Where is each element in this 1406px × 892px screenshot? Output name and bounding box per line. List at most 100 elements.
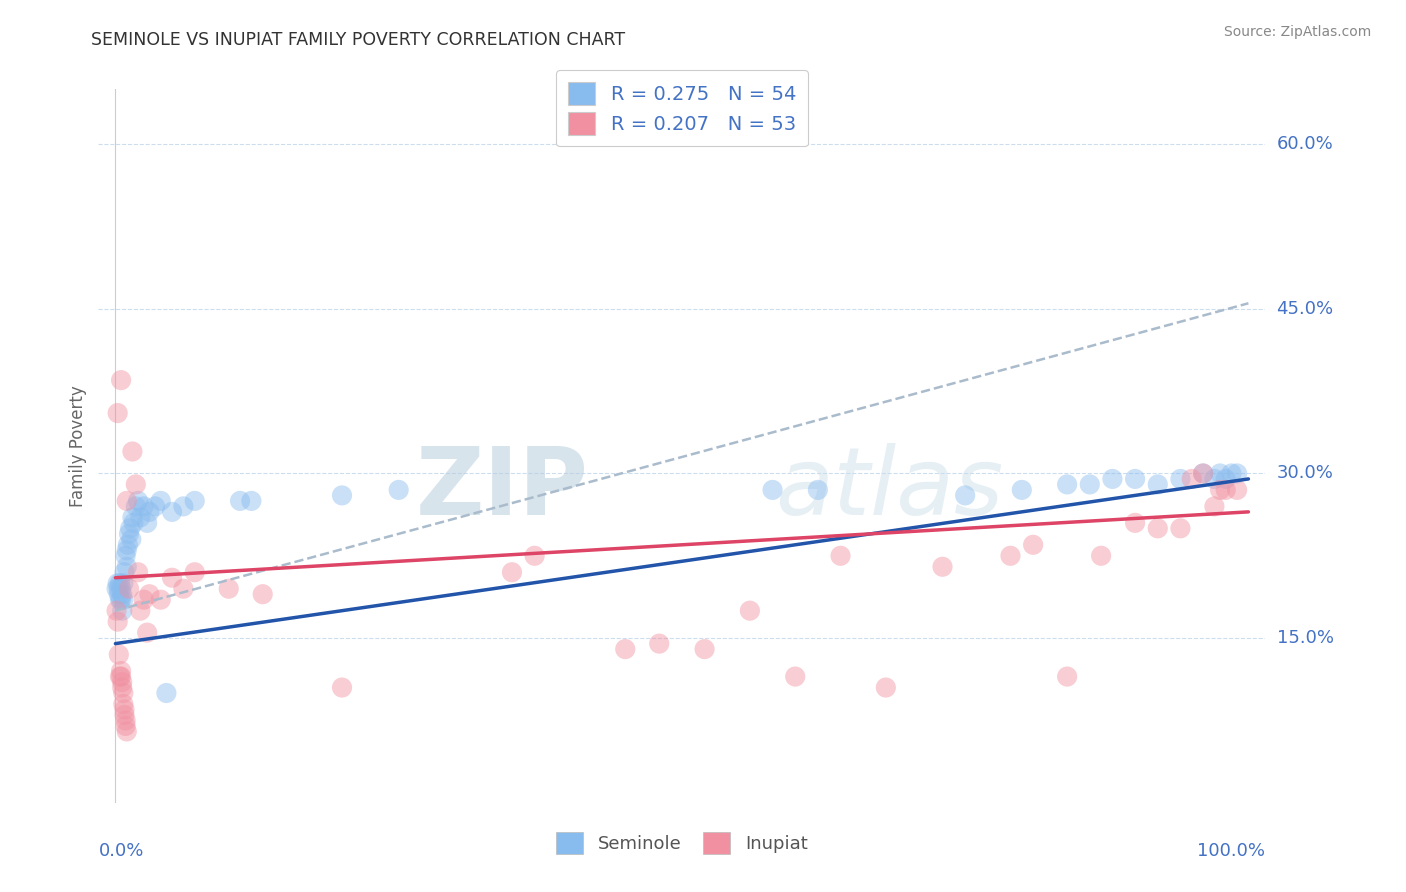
- Text: SEMINOLE VS INUPIAT FAMILY POVERTY CORRELATION CHART: SEMINOLE VS INUPIAT FAMILY POVERTY CORRE…: [91, 31, 626, 49]
- Point: [172, 582, 194, 596]
- Point: [114, 549, 136, 563]
- Point: [614, 642, 637, 657]
- Point: [1000, 549, 1022, 563]
- Point: [132, 592, 155, 607]
- Point: [120, 521, 142, 535]
- Point: [1209, 467, 1232, 481]
- Point: [1123, 516, 1146, 530]
- Point: [1209, 483, 1232, 497]
- Text: 0.0%: 0.0%: [98, 842, 143, 860]
- Point: [501, 566, 523, 580]
- Point: [1192, 467, 1215, 481]
- Point: [252, 587, 274, 601]
- Point: [523, 549, 546, 563]
- Point: [127, 494, 149, 508]
- Point: [1056, 477, 1078, 491]
- Point: [105, 604, 128, 618]
- Point: [110, 373, 132, 387]
- Text: 15.0%: 15.0%: [1277, 629, 1333, 647]
- Point: [149, 494, 172, 508]
- Point: [693, 642, 716, 657]
- Point: [229, 494, 252, 508]
- Point: [120, 533, 142, 547]
- Point: [107, 615, 129, 629]
- Text: 100.0%: 100.0%: [1198, 842, 1265, 860]
- Point: [132, 500, 155, 514]
- Point: [807, 483, 830, 497]
- Point: [112, 592, 135, 607]
- Point: [114, 566, 136, 580]
- Point: [761, 483, 783, 497]
- Point: [183, 494, 205, 508]
- Point: [1078, 477, 1101, 491]
- Point: [110, 664, 132, 678]
- Point: [121, 444, 143, 458]
- Text: 60.0%: 60.0%: [1277, 135, 1333, 153]
- Point: [117, 538, 139, 552]
- Point: [1170, 521, 1192, 535]
- Point: [1226, 467, 1249, 481]
- Point: [125, 500, 148, 514]
- Point: [115, 559, 138, 574]
- Point: [115, 494, 138, 508]
- Point: [1192, 467, 1215, 481]
- Point: [129, 510, 152, 524]
- Point: [108, 669, 131, 683]
- Point: [160, 505, 183, 519]
- Point: [115, 543, 138, 558]
- Point: [138, 505, 160, 519]
- Point: [111, 675, 134, 690]
- Text: Source: ZipAtlas.com: Source: ZipAtlas.com: [1223, 25, 1371, 39]
- Point: [114, 702, 136, 716]
- Point: [108, 648, 131, 662]
- Point: [114, 708, 136, 723]
- Point: [110, 582, 132, 596]
- Point: [875, 681, 897, 695]
- Point: [111, 604, 134, 618]
- Point: [108, 592, 131, 607]
- Text: ZIP: ZIP: [416, 442, 589, 535]
- Point: [143, 500, 166, 514]
- Point: [160, 571, 183, 585]
- Point: [129, 604, 152, 618]
- Point: [785, 669, 807, 683]
- Point: [114, 719, 136, 733]
- Point: [1170, 472, 1192, 486]
- Point: [110, 592, 132, 607]
- Point: [125, 477, 148, 491]
- Point: [105, 582, 128, 596]
- Point: [110, 669, 132, 683]
- Point: [111, 587, 134, 601]
- Point: [112, 697, 135, 711]
- Point: [138, 587, 160, 601]
- Point: [108, 587, 131, 601]
- Point: [172, 500, 194, 514]
- Point: [330, 681, 353, 695]
- Point: [111, 681, 134, 695]
- Point: [1220, 467, 1243, 481]
- Point: [108, 582, 131, 596]
- Point: [330, 488, 353, 502]
- Point: [108, 576, 131, 591]
- Point: [1146, 477, 1168, 491]
- Text: atlas: atlas: [775, 443, 1004, 534]
- Point: [118, 526, 141, 541]
- Point: [1022, 538, 1045, 552]
- Point: [218, 582, 240, 596]
- Point: [1204, 472, 1226, 486]
- Point: [112, 576, 135, 591]
- Point: [118, 582, 141, 596]
- Point: [115, 724, 138, 739]
- Point: [1011, 483, 1033, 497]
- Point: [1226, 483, 1249, 497]
- Point: [155, 686, 177, 700]
- Text: 45.0%: 45.0%: [1277, 300, 1334, 318]
- Y-axis label: Family Poverty: Family Poverty: [69, 385, 87, 507]
- Point: [122, 516, 145, 530]
- Point: [953, 488, 976, 502]
- Point: [1056, 669, 1078, 683]
- Point: [738, 604, 761, 618]
- Point: [830, 549, 852, 563]
- Point: [1146, 521, 1168, 535]
- Point: [1101, 472, 1123, 486]
